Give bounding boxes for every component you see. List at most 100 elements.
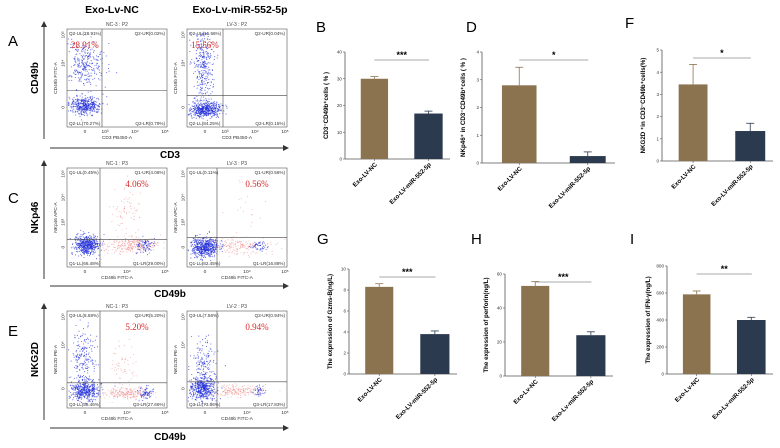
cell-event [251, 221, 253, 223]
cell-event [205, 103, 208, 105]
cell-event [91, 251, 93, 253]
row-y-label: NKG2D [30, 342, 41, 377]
cell-event [205, 253, 207, 255]
cell-event [70, 47, 72, 49]
cell-event [211, 384, 213, 386]
cell-event [197, 84, 199, 86]
plot-title: NC-3 : P2 [106, 22, 128, 28]
cell-event [71, 38, 73, 40]
cell-event [157, 242, 159, 244]
cell-event [90, 98, 92, 100]
cell-event [75, 356, 77, 358]
cell-event [103, 51, 105, 54]
quadrant-lr-label: Q2-LR(0.79%) [135, 121, 165, 126]
cell-event [93, 363, 95, 365]
cell-event [73, 248, 75, 250]
cell-event [77, 251, 79, 253]
cell-event [199, 385, 201, 387]
cell-event [108, 206, 110, 208]
cell-event [214, 249, 216, 251]
cell-event [89, 108, 91, 110]
cell-event [134, 393, 136, 395]
cell-event [87, 109, 89, 111]
cell-event [82, 386, 85, 389]
cell-event [132, 375, 134, 377]
cell-event [203, 251, 205, 253]
cell-event [193, 389, 195, 391]
cell-event [108, 63, 110, 65]
cell-event [211, 102, 213, 104]
cell-event [195, 57, 197, 59]
cell-event [129, 357, 131, 359]
cell-event [198, 392, 200, 394]
cell-event [83, 243, 85, 246]
cell-event [202, 114, 204, 116]
cell-event [205, 79, 207, 81]
cell-event [79, 346, 81, 348]
cell-event [87, 325, 89, 327]
cell-event [83, 346, 85, 348]
cell-event [189, 390, 191, 392]
cell-event [110, 389, 113, 391]
cell-event [150, 245, 152, 247]
cell-event [71, 102, 73, 104]
cell-event [196, 106, 198, 108]
cell-event [218, 109, 220, 111]
cell-event [216, 57, 218, 59]
cell-event [80, 80, 82, 82]
cell-event [87, 48, 90, 50]
cell-event [202, 238, 204, 240]
cell-event [198, 66, 200, 68]
cell-event [205, 240, 207, 242]
cell-event [190, 242, 192, 244]
cell-event [215, 244, 217, 246]
cell-event [194, 114, 197, 116]
cell-event [202, 256, 205, 258]
cell-event [200, 237, 202, 239]
cell-event [236, 388, 238, 390]
cell-event [151, 241, 153, 243]
cell-event [119, 244, 121, 247]
cell-event [202, 249, 204, 251]
cell-event [111, 401, 113, 403]
cell-event [110, 243, 113, 245]
cell-event [85, 350, 88, 352]
cell-event [82, 109, 84, 111]
cell-event [74, 73, 76, 76]
cell-event [78, 239, 80, 241]
cell-event [78, 354, 81, 357]
cell-event [95, 85, 97, 87]
cell-event [205, 373, 207, 376]
cell-event [200, 35, 202, 37]
cell-event [117, 362, 119, 364]
cell-event [208, 66, 210, 68]
cell-event [216, 111, 218, 113]
cell-event [204, 82, 206, 85]
cell-event [195, 256, 197, 258]
cell-event [204, 89, 206, 91]
row-y-label: CD49b [30, 62, 41, 94]
cell-event [235, 242, 237, 244]
cell-event [208, 386, 210, 388]
cell-event [87, 353, 89, 355]
cell-event [125, 249, 128, 251]
cell-event [93, 241, 96, 243]
cell-event [130, 236, 132, 238]
cell-event [202, 74, 204, 76]
cell-event [73, 394, 75, 396]
cell-event [113, 241, 115, 243]
cell-event [194, 108, 196, 110]
cell-event [133, 371, 135, 373]
cell-event [220, 110, 222, 112]
cell-event [86, 240, 88, 242]
cell-event [85, 244, 87, 246]
cell-event [92, 78, 94, 80]
cell-event [86, 252, 88, 255]
cell-event [202, 50, 204, 52]
cell-event [154, 244, 156, 247]
cell-event [91, 240, 93, 243]
cell-event [220, 386, 222, 388]
cell-event [190, 62, 192, 64]
cell-event [82, 363, 84, 365]
cell-event [215, 103, 218, 105]
